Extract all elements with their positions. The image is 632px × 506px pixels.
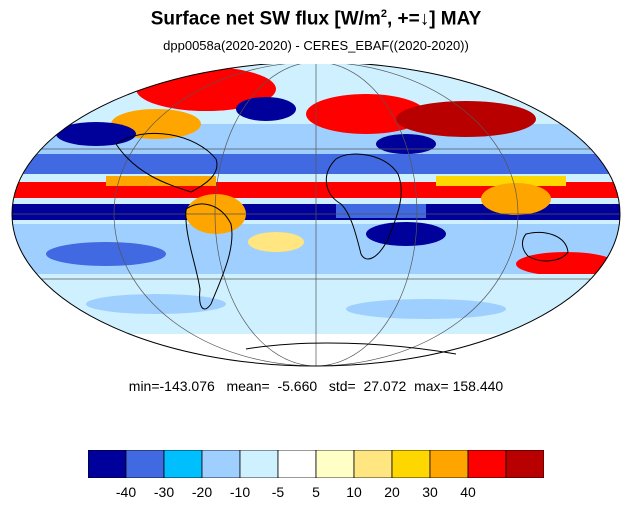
graticule (12, 64, 620, 366)
colorbar-segment (391, 450, 431, 478)
colorbar-tick-label: -30 (153, 484, 175, 500)
statistics-line: min=-143.076 mean= -5.660 std= 27.072 ma… (128, 378, 504, 394)
colorbar-segment (315, 450, 355, 478)
colorbar-tick-label: -10 (229, 484, 251, 500)
colorbar (88, 450, 544, 478)
colorbar-segment (239, 450, 279, 478)
plot-subtitle: dpp0058a(2020-2020) - CERES_EBAF((2020-2… (163, 38, 469, 53)
colorbar-segment (163, 450, 203, 478)
colorbar-segment (125, 450, 165, 478)
colorbar-segment (277, 450, 317, 478)
colorbar-tick-label: -20 (191, 484, 213, 500)
colorbar-tick-labels: -40 -30 -20 -10 -5 5 10 20 30 40 (0, 484, 632, 502)
colorbar-tick-label: -5 (271, 484, 285, 500)
colorbar-tick-label: 10 (346, 484, 362, 500)
coastlines (115, 132, 569, 355)
colorbar-tick-label: 20 (384, 484, 400, 500)
colorbar-segment (88, 450, 127, 478)
colorbar-tick-label: -40 (115, 484, 137, 500)
difference-map (11, 64, 621, 367)
colorbar-tick-label: 40 (460, 484, 476, 500)
colorbar-tick-label: 5 (312, 484, 320, 500)
plot-title: Surface net SW flux [W/m2, +=↓] MAY (150, 8, 482, 30)
map-frame (11, 64, 621, 367)
colorbar-segment (429, 450, 469, 478)
colorbar-segment (353, 450, 393, 478)
colorbar-segment (467, 450, 507, 478)
colorbar-segment (201, 450, 241, 478)
colorbar-tick-label: 30 (422, 484, 438, 500)
colorbar-segment (505, 450, 544, 478)
